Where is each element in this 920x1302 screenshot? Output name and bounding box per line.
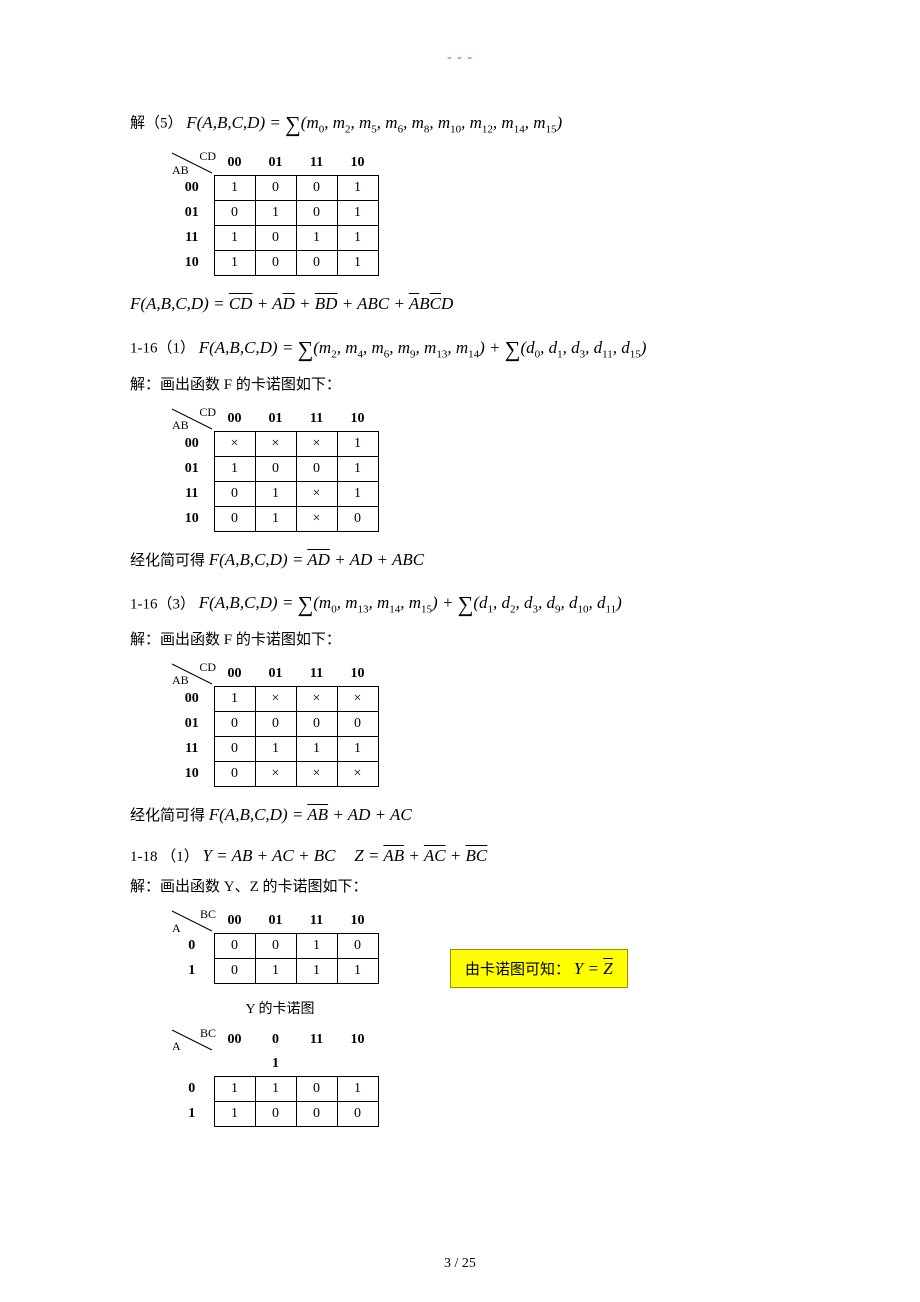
kmap-1-5: ABCD 00011110001001010101111011101001 [170,151,379,276]
kmap-cell: 1 [255,736,296,761]
kmap-cell: 1 [296,959,337,984]
kmap-cell: 1 [296,226,337,251]
kmap-cell: × [296,431,337,456]
kmap-cell: 0 [255,226,296,251]
kmap-cell: × [296,686,337,711]
kmap-cell: 0 [296,251,337,276]
kmap-cell: 1 [337,201,378,226]
kmap-cell: × [255,761,296,786]
kmap-cell: 0 [255,711,296,736]
kmap-cell: 1 [337,251,378,276]
kmap-cell: × [255,431,296,456]
kmap-cell: 1 [255,201,296,226]
kmap-cell: 0 [337,934,378,959]
kmap-cell: 0 [296,456,337,481]
kmap-cell: 0 [214,201,255,226]
kmap-cell: 1 [214,456,255,481]
kmap-cell: 1 [214,251,255,276]
kmap-1-18-Y: ABC 000111100001010111 [170,909,379,984]
kmap-cell: 1 [296,736,337,761]
kmap-cell: 0 [214,481,255,506]
intro-1-16-1: 解：画出函数 F 的卡诺图如下： [130,373,790,397]
kmap-cell: 1 [214,686,255,711]
kmap-cell: 1 [337,176,378,201]
kmap-cell: 0 [214,761,255,786]
kmap-cell: 1 [214,1102,255,1127]
kmap-cell: 1 [255,1077,296,1102]
intro-1-16-3: 解：画出函数 F 的卡诺图如下： [130,628,790,652]
kmap-cell: × [214,431,255,456]
caption-Y: Y 的卡诺图 [170,998,390,1018]
kmap-cell: × [296,761,337,786]
kmap-cell: 0 [255,176,296,201]
kmap-cell: 1 [214,1077,255,1102]
kmap-cell: × [337,761,378,786]
kmap-cell: × [296,481,337,506]
kmap-cell: 0 [255,456,296,481]
kmap-cell: 1 [255,506,296,531]
kmap-cell: 0 [296,1102,337,1127]
prefix-1-5: 解（5） [130,116,183,132]
kmap-cell: 0 [214,934,255,959]
kmap-cell: 0 [255,934,296,959]
page-footer: 3 / 25 [0,1256,920,1272]
result-1-16-1: 经化简可得 F(A,B,C,D) = AD + AD + ABC [130,546,790,573]
kmap-cell: 1 [337,226,378,251]
kmap-cell: 0 [337,711,378,736]
kmap-cell: 0 [337,506,378,531]
kmap-cell: 0 [214,959,255,984]
kmap-cell: 1 [255,959,296,984]
kmap-cell: 1 [255,481,296,506]
formula-1-5: F(A,B,C,D) = ∑(m0, m2, m5, m6, m8, m10, … [186,113,562,132]
kmap-cell: 0 [214,506,255,531]
kmap-cell: 0 [296,201,337,226]
kmap-cell: 1 [337,456,378,481]
kmap-cell: 0 [296,711,337,736]
minterms-1-5: m0, m2, m5, m6, m8, m10, m12, m14, m15 [306,113,556,132]
kmap-cell: 1 [337,481,378,506]
kmap-cell: 1 [337,1077,378,1102]
problem-1-16-1-head: 1-16（1） F(A,B,C,D) = ∑(m2, m4, m6, m9, m… [130,331,790,366]
kmap-cell: 0 [255,1102,296,1127]
kmap-cell: × [296,506,337,531]
header-marks: - - - [130,50,790,66]
kmap-cell: 1 [214,176,255,201]
kmap-1-16-3: ABCD 00011110001×××010000110111100××× [170,662,379,787]
kmap-cell: × [337,686,378,711]
kmap-cell: 1 [214,226,255,251]
kmap-cell: 1 [337,959,378,984]
kmap-cell: 0 [296,1077,337,1102]
kmap-cell: × [255,686,296,711]
problem-1-18-head: 1-18 （1） Y = AB + AC + BC Z = AB + AC + … [130,842,790,869]
kmap-1-18-Z: ABC 000111010110111000 [170,1028,379,1127]
highlight-box: 由卡诺图可知： Y = Z [450,949,628,988]
kmap-1-16-1: ABCD 0001111000×××10110011101×11001×0 [170,407,379,532]
intro-1-18: 解：画出函数 Y、Z 的卡诺图如下： [130,875,790,899]
kmap-cell: 1 [337,736,378,761]
result-1-5: F(A,B,C,D) = CD + AD + BD + ABC + ABCD [130,290,790,317]
kmap-cell: 0 [296,176,337,201]
result-1-16-3: 经化简可得 F(A,B,C,D) = AB + AD + AC [130,801,790,828]
kmap-cell: 0 [214,736,255,761]
kmap-cell: 0 [337,1102,378,1127]
block-1-18: ABC 000111100001010111 Y 的卡诺图 ABC 000111… [130,909,790,1127]
kmap-cell: 1 [337,431,378,456]
problem-1-5-head: 解（5） F(A,B,C,D) = ∑(m0, m2, m5, m6, m8, … [130,106,790,141]
kmap-cell: 0 [255,251,296,276]
kmap-cell: 1 [296,934,337,959]
problem-1-16-3-head: 1-16（3） F(A,B,C,D) = ∑(m0, m13, m14, m15… [130,587,790,622]
kmap-cell: 0 [214,711,255,736]
